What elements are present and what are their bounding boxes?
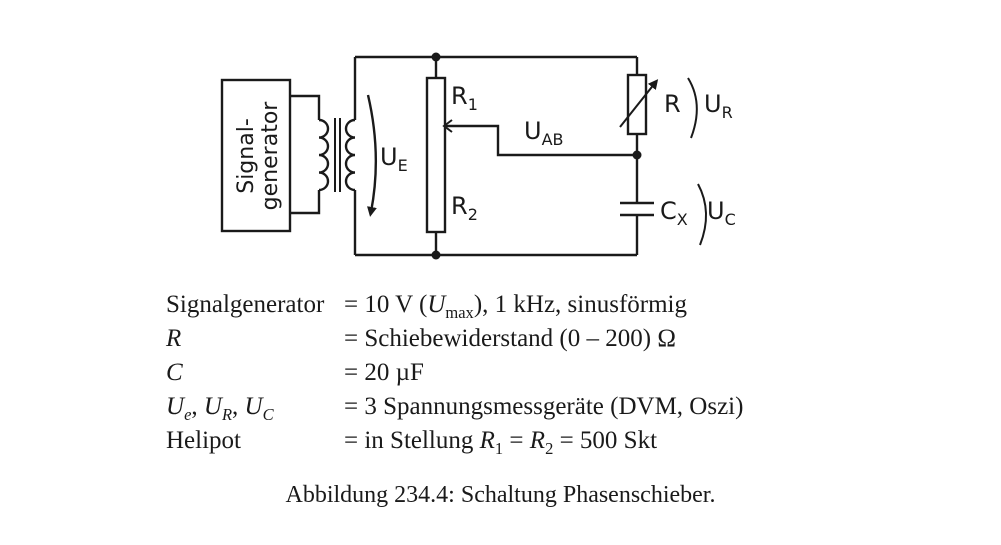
u-c-label: U <box>707 197 725 225</box>
c-x-label: C <box>660 197 677 225</box>
u-c-subscript: C <box>725 210 736 229</box>
figure-caption: Abbildung 234.4: Schaltung Phasenschiebe… <box>285 482 716 508</box>
spec-key-c: C <box>166 359 183 386</box>
spec-key-helipot: Helipot <box>166 427 241 454</box>
spec-key-r: R <box>166 325 182 352</box>
capacitor: CX UC <box>620 183 736 246</box>
generator-label-line2: generator <box>258 101 283 211</box>
spec-value-r: = Schiebewiderstand (0 – 200) Ω <box>344 325 676 352</box>
svg-text:UE: UE <box>380 143 408 175</box>
generator-primary-wires <box>290 94 321 215</box>
r2-subscript: 2 <box>468 205 478 224</box>
u-r-subscript: R <box>722 103 733 122</box>
r2-label: R <box>451 192 468 220</box>
r1-subscript: 1 <box>468 95 478 114</box>
spec-key-voltmeters: Ue, UR, UC <box>166 393 274 424</box>
transformer <box>318 57 357 255</box>
u-e-voltage-arrow: UE <box>366 94 408 217</box>
helipot-potentiometer: R1 R2 <box>425 76 478 234</box>
spec-value-helipot: = in Stellung R1 = R2 = 500 Skt <box>344 427 658 458</box>
u-e-subscript: E <box>398 156 408 175</box>
u-r-label: U <box>704 90 722 118</box>
spec-value-c: = 20 µF <box>344 359 424 386</box>
u-ab-subscript: AB <box>542 130 564 149</box>
u-ab-label: U <box>524 117 542 145</box>
spec-value-voltmeters: = 3 Spannungsmessgeräte (DVM, Oszi) <box>344 393 744 420</box>
spec-key-signalgenerator: Signalgenerator <box>166 291 325 318</box>
r-label: R <box>664 90 681 118</box>
junction-dots <box>431 52 642 260</box>
svg-text:R1: R1 <box>451 82 478 114</box>
circuit-wires <box>355 55 639 257</box>
variable-resistor: R UR <box>619 73 733 139</box>
svg-text:UAB: UAB <box>524 117 564 149</box>
svg-text:UR: UR <box>704 90 733 122</box>
r1-label: R <box>451 82 468 110</box>
svg-text:CX: CX <box>660 197 688 229</box>
u-e-label: U <box>380 143 398 171</box>
spec-value-signalgenerator: = 10 V (Umax), 1 kHz, sinusförmig <box>344 291 687 322</box>
generator-label-line1: Signal- <box>234 118 259 194</box>
svg-text:UC: UC <box>707 197 736 229</box>
svg-text:R2: R2 <box>451 192 478 224</box>
signal-generator-box: Signal- generator <box>220 78 292 233</box>
phase-shifter-circuit: Signal- generator UE <box>220 52 736 260</box>
c-x-subscript: X <box>677 210 688 229</box>
